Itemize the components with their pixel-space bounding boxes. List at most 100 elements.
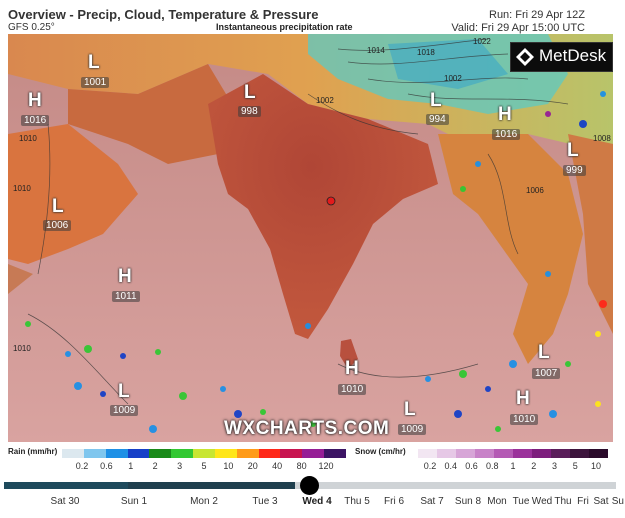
snow-legend-title: Snow (cm/hr): [355, 447, 406, 456]
legend-tick: 80: [296, 461, 307, 471]
pressure-symbol: H: [28, 90, 42, 111]
timeline-day[interactable]: Tue: [512, 496, 530, 507]
timeline-day[interactable]: Fri 6: [384, 496, 404, 507]
colorbar-swatch: [62, 449, 84, 458]
timeline-day[interactable]: Sun 1: [120, 496, 148, 507]
colorbar-swatch: [456, 449, 475, 458]
pressure-symbol: H: [516, 388, 530, 409]
metdesk-logo-icon: [516, 48, 534, 66]
isobar-label: 1002: [316, 96, 334, 105]
pressure-value: 999: [563, 165, 586, 176]
legend-tick: 1: [510, 461, 516, 471]
isobar-label: 1014: [367, 46, 385, 55]
pressure-value: 1016: [21, 115, 50, 126]
colorbar-swatch: [494, 449, 513, 458]
weather-map[interactable]: L 1001 H 1016 L 998 L 994 H 1016 L 999 L…: [8, 34, 613, 442]
isobar-label: 1006: [526, 186, 544, 195]
pressure-symbol: H: [345, 358, 359, 379]
legend-tick: 120: [318, 461, 334, 471]
colorbar-swatch: [105, 449, 128, 458]
colorbar-swatch: [214, 449, 237, 458]
colorbar-swatch: [127, 449, 150, 458]
legend-tick: 3: [177, 461, 183, 471]
colorbar-swatch: [171, 449, 194, 458]
timeline-day[interactable]: Thu: [554, 496, 572, 507]
timeline-handle[interactable]: [300, 476, 319, 495]
pressure-value: 998: [238, 106, 261, 117]
logo-text: MetDesk: [539, 46, 607, 65]
isobar-label: 1018: [417, 48, 435, 57]
colorbar-swatch: [437, 449, 456, 458]
timeline-day[interactable]: Sun 8: [454, 496, 482, 507]
pressure-symbol: L: [244, 82, 256, 103]
timeline-day[interactable]: Thu 5: [344, 496, 370, 507]
chart-subtitle: Instantaneous precipitation rate: [216, 22, 353, 32]
legend-tick: 20: [247, 461, 258, 471]
legend-tick: 1: [128, 461, 134, 471]
legend-tick: 10: [223, 461, 234, 471]
timeline-day[interactable]: Su: [611, 496, 624, 507]
legend-tick: 0.2: [75, 461, 89, 471]
colorbar-swatch: [475, 449, 494, 458]
pressure-symbol: L: [118, 381, 130, 402]
pressure-value: 1016: [492, 129, 521, 140]
colorbar-swatch: [236, 449, 259, 458]
timeline-day[interactable]: Tue 3: [252, 496, 278, 507]
legend-tick: 2: [531, 461, 537, 471]
colorbar-swatch: [589, 449, 608, 458]
legend-tick: 10: [590, 461, 602, 471]
watermark: WXCHARTS.COM: [224, 418, 390, 439]
colorbar-swatch: [324, 449, 346, 458]
legend-tick: 0.6: [465, 461, 478, 471]
metdesk-logo: MetDesk: [510, 42, 613, 72]
isobar-label: 1008: [593, 134, 611, 143]
timeline-day[interactable]: Wed: [531, 496, 553, 507]
timeline-day[interactable]: Sat: [593, 496, 609, 507]
legend-tick: 2: [152, 461, 158, 471]
legend-tick: 0.2: [423, 461, 437, 471]
legend-tick: 40: [272, 461, 283, 471]
pressure-symbol: L: [567, 140, 579, 161]
isobar-label: 1022: [473, 37, 491, 46]
colorbar-swatch: [513, 449, 532, 458]
chart-title: Overview - Precip, Cloud, Temperature & …: [8, 7, 319, 22]
pressure-value: 1006: [43, 220, 72, 231]
timeline-day[interactable]: Fri: [577, 496, 589, 507]
valid-time: Valid: Fri 29 Apr 15:00 UTC: [451, 22, 585, 34]
pressure-symbol: H: [498, 104, 512, 125]
timeline-day[interactable]: Mon: [487, 496, 507, 507]
timeline-day[interactable]: Sat 30: [50, 496, 80, 507]
pressure-symbol: L: [538, 342, 550, 363]
colorbar-swatch: [570, 449, 589, 458]
pressure-value: 1010: [510, 414, 539, 425]
legend-tick: 0.6: [100, 461, 113, 471]
colorbar-swatch: [302, 449, 325, 458]
pressure-value: 994: [426, 114, 449, 125]
colorbar-swatch: [532, 449, 551, 458]
legend-tick: 0.4: [444, 461, 458, 471]
colorbar-swatch: [83, 449, 106, 458]
timeline-day[interactable]: Wed 4: [302, 496, 332, 507]
rain-legend-title: Rain (mm/hr): [8, 447, 58, 456]
pressure-symbol: L: [404, 399, 416, 420]
pressure-value: 1010: [338, 384, 367, 395]
timeline-day[interactable]: Sat 7: [420, 496, 444, 507]
timeline-day[interactable]: Mon 2: [190, 496, 218, 507]
snow-colorbar: [418, 449, 608, 458]
legend-tick: 3: [551, 461, 558, 471]
pressure-symbol: H: [118, 266, 132, 287]
isobar-label: 1010: [13, 344, 31, 353]
pressure-symbol: L: [430, 90, 442, 111]
colorbar-swatch: [193, 449, 215, 458]
pressure-symbol: L: [88, 52, 100, 73]
legend-tick: 0.8: [485, 461, 499, 471]
timeline-loaded: [4, 482, 128, 489]
isobar-label: 1010: [13, 184, 31, 193]
model-label: GFS 0.25°: [8, 22, 55, 33]
isobar-label: 1010: [19, 134, 37, 143]
legend-tick: 5: [572, 461, 578, 471]
rain-colorbar: [62, 449, 346, 458]
colorbar-swatch: [551, 449, 570, 458]
pressure-value: 1011: [112, 291, 140, 302]
pressure-value: 1001: [81, 77, 110, 88]
